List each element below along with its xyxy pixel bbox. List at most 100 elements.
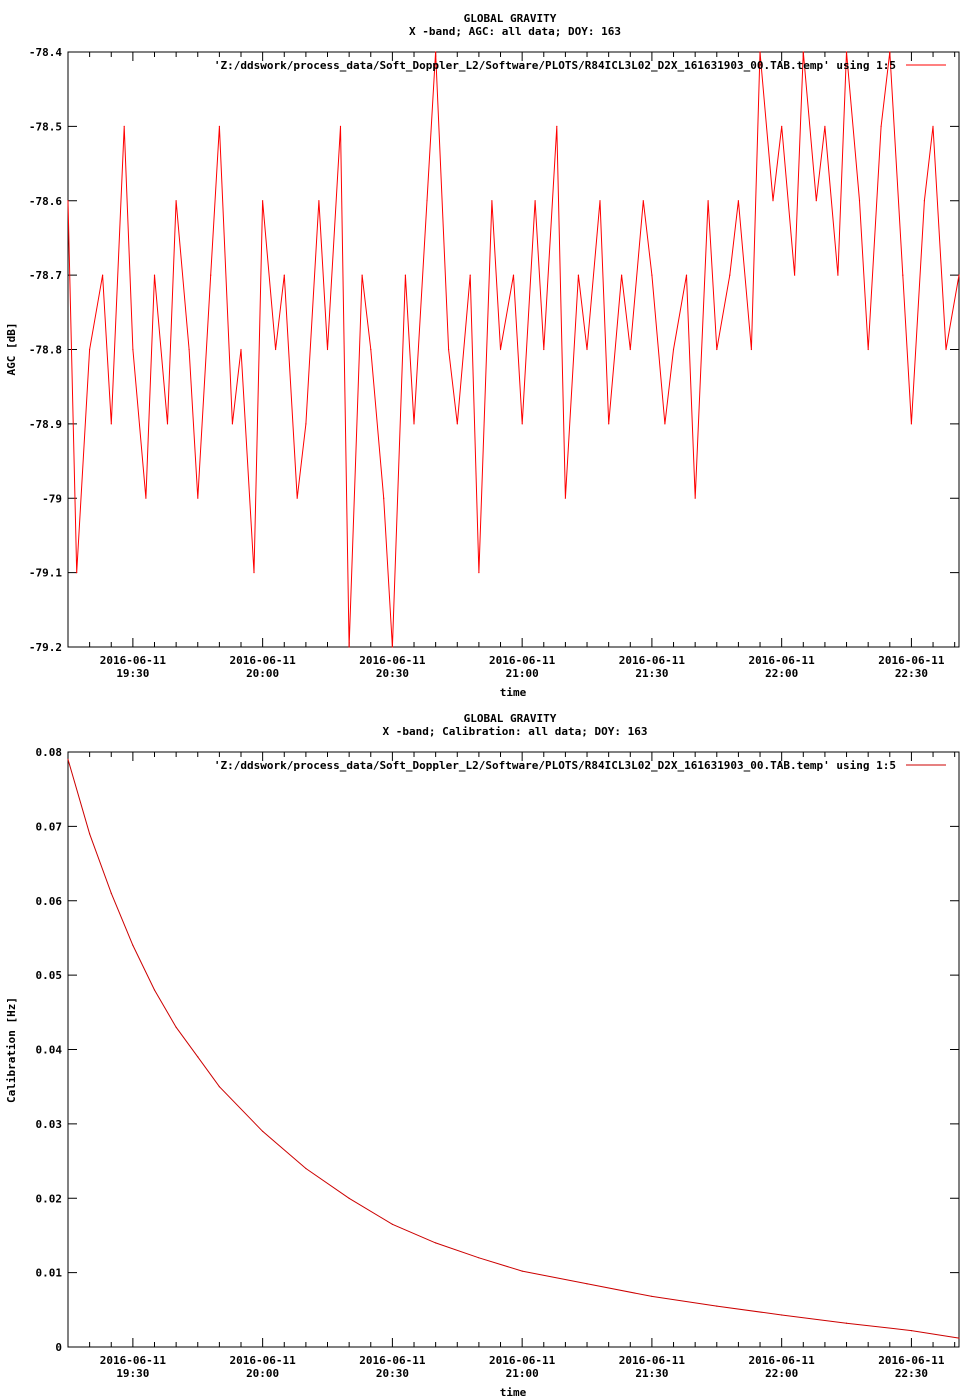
data-point [361, 274, 363, 276]
y-tick-label: 0.05 [36, 969, 63, 982]
data-point [772, 200, 774, 202]
x-tick-time: 19:30 [116, 667, 149, 680]
data-point [958, 1337, 960, 1339]
data-point [348, 1197, 350, 1199]
data-point [391, 1223, 393, 1225]
data-point [153, 989, 156, 991]
data-point [716, 1305, 718, 1307]
data-point [383, 497, 385, 499]
data-point [651, 274, 653, 276]
data-point [608, 423, 610, 425]
data-point [794, 274, 796, 276]
data-point [370, 348, 372, 351]
data-point [880, 125, 882, 127]
data-point [253, 572, 255, 574]
y-tick-label: -78.6 [29, 195, 62, 208]
data-point [305, 423, 307, 425]
x-tick-time: 21:00 [506, 1367, 539, 1380]
data-point [305, 1167, 307, 1170]
data-point [132, 944, 134, 947]
y-tick-label: 0.06 [36, 895, 63, 908]
x-tick-date: 2016-06-11 [359, 1354, 426, 1367]
y-tick-label: 0.07 [36, 820, 63, 833]
x-tick-time: 22:30 [895, 1367, 928, 1380]
data-point [339, 125, 342, 127]
data-point [426, 200, 428, 202]
x-tick-date: 2016-06-11 [619, 654, 686, 667]
y-axis-label: AGC [dB] [5, 323, 18, 376]
y-tick-label: 0.03 [36, 1118, 63, 1131]
x-tick-date: 2016-06-11 [489, 654, 556, 667]
data-point [577, 274, 580, 276]
y-tick-label: 0.08 [36, 746, 63, 759]
x-tick-time: 22:30 [895, 667, 928, 680]
data-point [543, 348, 545, 351]
y-tick-label: -78.5 [29, 120, 62, 133]
chart-title: GLOBAL GRAVITY [464, 712, 557, 725]
y-tick-label: 0.01 [36, 1267, 63, 1280]
legend-entry: 'Z:/ddswork/process_data/Soft_Doppler_L2… [214, 759, 896, 772]
data-point [262, 200, 264, 202]
x-tick-time: 21:30 [635, 1367, 668, 1380]
data-point [629, 348, 631, 351]
y-ticks: -78.4 -78.5 -78.6 -78.7 -78.8 -78.9 -79 -79.1 -7… [29, 46, 959, 654]
data-point [283, 274, 285, 276]
x-tick-time: 21:30 [635, 667, 668, 680]
data-point [210, 274, 212, 276]
data-point [469, 274, 471, 276]
x-tick-time: 19:30 [116, 1367, 149, 1380]
data-point [175, 200, 177, 202]
y-tick-label: -79.1 [29, 567, 62, 580]
chart-subtitle: X -band; AGC: all data; DOY: 163 [409, 25, 621, 38]
data-point [586, 1283, 588, 1285]
data-point [586, 348, 588, 351]
data-point [262, 1130, 264, 1132]
data-point [534, 200, 536, 202]
y-tick-label: 0 [55, 1341, 62, 1354]
data-point [132, 348, 134, 351]
agc-chart: GLOBAL GRAVITY X -band; AGC: all data; D… [5, 12, 960, 699]
x-tick-time: 22:00 [765, 667, 798, 680]
x-ticks: 2016-06-1119:302016-06-1120:002016-06-11… [89, 52, 956, 680]
data-point [521, 423, 523, 425]
data-point [175, 1026, 177, 1028]
x-tick-date: 2016-06-11 [878, 654, 945, 667]
data-point [326, 348, 329, 351]
data-point [512, 274, 515, 276]
data-point [448, 348, 450, 351]
x-tick-date: 2016-06-11 [619, 1354, 686, 1367]
data-point [197, 497, 199, 499]
x-tick-time: 20:00 [246, 667, 279, 680]
data-point [694, 497, 696, 499]
data-point [478, 1257, 480, 1259]
data-point [102, 274, 104, 276]
data-point [499, 348, 502, 351]
data-point [845, 51, 848, 53]
data-point [932, 125, 934, 127]
data-point [153, 274, 156, 276]
data-point [889, 51, 891, 53]
series-group [67, 51, 960, 648]
series-line [67, 759, 960, 1339]
data-point [218, 1086, 220, 1088]
data-point [348, 646, 350, 648]
data-point [67, 200, 69, 202]
x-tick-date: 2016-06-11 [230, 654, 297, 667]
x-tick-time: 22:00 [765, 1367, 798, 1380]
data-point [145, 497, 147, 499]
data-point [556, 125, 558, 127]
data-point [815, 200, 817, 202]
x-tick-date: 2016-06-11 [749, 654, 816, 667]
x-tick-time: 20:30 [376, 667, 409, 680]
data-point [188, 348, 190, 351]
series-line [67, 51, 960, 648]
data-point [651, 1295, 653, 1297]
chart-subtitle: X -band; Calibration: all data; DOY: 163 [383, 725, 648, 738]
series-group [67, 758, 960, 1339]
data-point [621, 274, 623, 276]
data-point [491, 200, 493, 202]
data-point [958, 274, 960, 276]
data-point [664, 423, 666, 425]
data-point [759, 51, 761, 53]
